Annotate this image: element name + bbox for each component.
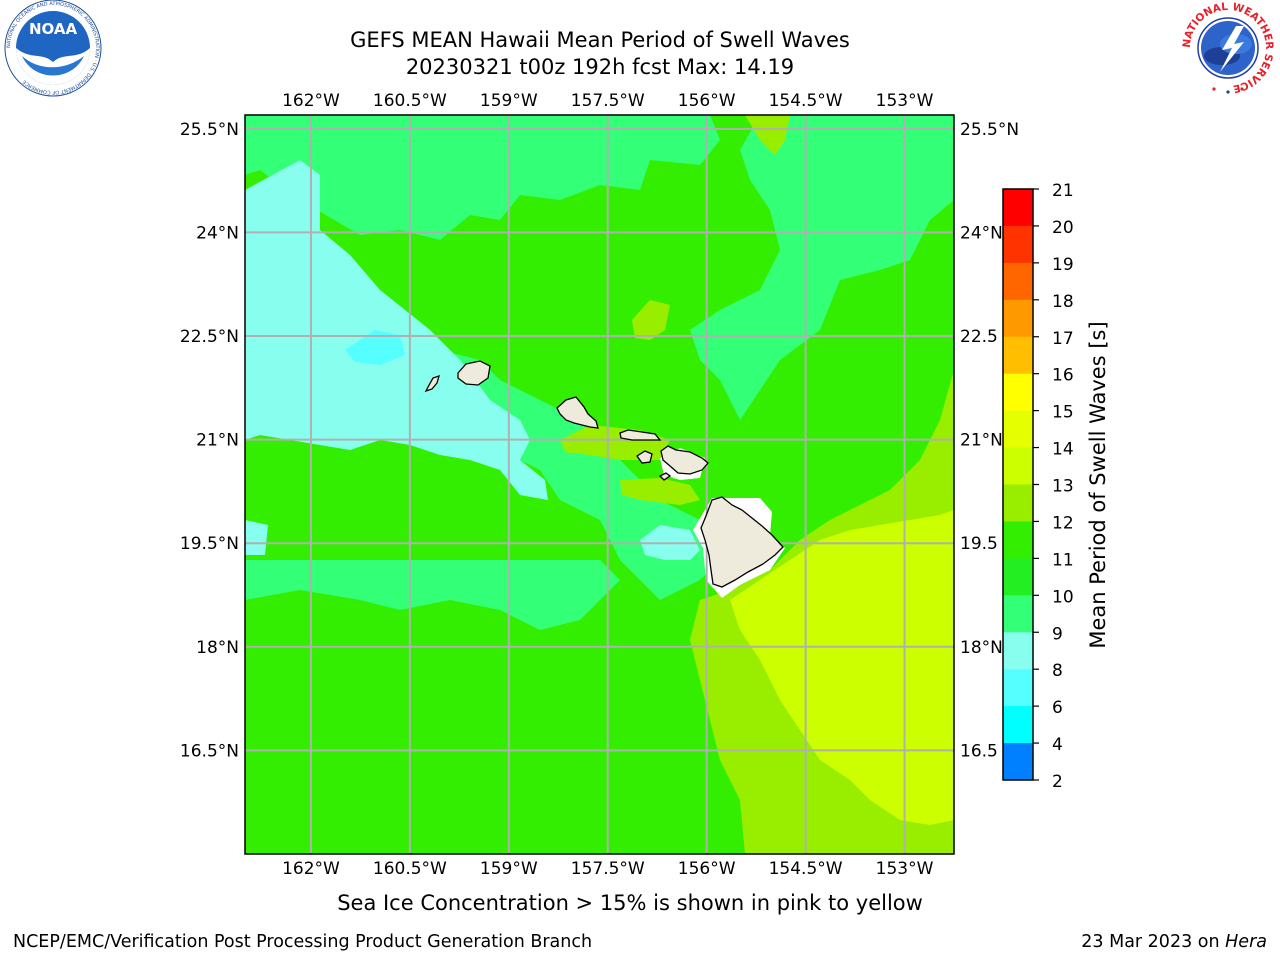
colorbar-segment [1003,632,1033,670]
field-12-13-south-of-maui [620,478,700,505]
lon-label-top: 160.5°W [373,91,447,111]
colorbar-segment [1003,558,1033,596]
colorbar-segment [1003,373,1033,412]
field-12-13-ne [745,115,790,155]
hawaiian-islands [424,360,784,588]
colorbar-tick-label: 20 [1052,218,1074,238]
lon-label-bottom: 159°W [480,859,538,879]
lat-label-right: 25.5°N [960,120,1019,140]
lon-label-top: 159°W [480,91,538,111]
chart-title-line2: 20230321 t00z 192h fcst Max: 14.19 [405,55,795,79]
lon-label-top: 162°W [282,91,340,111]
colorbar-tick-label: 14 [1052,440,1074,460]
chart-title-line1: GEFS MEAN Hawaii Mean Period of Swell Wa… [350,28,850,52]
lat-label-left: 19.5°N [180,534,239,554]
field-12-13-central [632,300,670,340]
noaa-logo-text: NOAA [29,20,78,38]
lon-label-bottom: 157.5°W [571,859,645,879]
lon-label-bottom: 160.5°W [373,859,447,879]
field-10-11-southwest [245,560,620,630]
colorbar-label: Mean Period of Swell Waves [s] [1086,321,1110,648]
colorbar-tick-label: 11 [1052,550,1074,570]
colorbar-segment [1003,262,1033,301]
colorbar-tick-label: 12 [1052,513,1074,533]
lon-label-bottom: 156°W [678,859,736,879]
colorbar-tick-label: 10 [1052,587,1074,607]
field-13-14-southeast [730,510,954,825]
colorbar: 21 20 19 18 17 16 15 14 13 12 11 10 9 8 6 4 2 [1002,181,1074,792]
noaa-logo: NOAA NATIONAL OCEANIC AND ATMOSPHERIC AD… [2,0,104,104]
colorbar-segment [1003,484,1033,522]
colorbar-segment [1003,595,1033,633]
colorbar-segment [1003,447,1033,485]
lat-label-left: 16.5°N [180,741,239,761]
footer-machine: Hera [1225,932,1267,952]
colorbar-segment [1003,706,1033,744]
field-8-9-patch [345,330,405,365]
colorbar-tick-label: 9 [1052,624,1063,644]
field-9-10-northwest [245,160,548,500]
lat-label-left: 24°N [196,223,239,243]
lon-label-bottom: 162°W [282,859,340,879]
island-hawaii [700,496,784,588]
lon-label-top: 154.5°W [769,91,843,111]
sea-ice-caption: Sea Ice Concentration > 15% is shown in … [337,891,923,915]
lat-label-left: 25.5°N [180,120,239,140]
colorbar-tick-label: 8 [1052,661,1063,681]
lon-label-top: 157.5°W [571,91,645,111]
map-gridlines [245,115,954,854]
lon-label-top: 153°W [876,91,934,111]
colorbar-tick-label: 17 [1052,329,1074,349]
colorbar-tick-label: 16 [1052,366,1074,386]
colorbar-tick-label: 21 [1052,181,1074,201]
lon-label-bottom: 154.5°W [769,859,843,879]
lat-label-left: 22.5°N [180,327,239,347]
lat-label-left: 21°N [196,431,239,451]
map-frame [244,114,955,855]
island-molokai [619,429,662,441]
colorbar-tick-label: 19 [1052,255,1074,275]
island-oahu [556,396,599,429]
footer-date-text: 23 Mar 2023 on [1081,932,1226,952]
field-10-11-east [690,115,954,420]
lat-label-right: 22.5 [960,327,998,347]
island-kauai [457,360,491,386]
lat-label-right: 24°N [960,223,1003,243]
axis-labels: 162°W 162°W 160.5°W 160.5°W 159°W 159°W 157.5°… [180,91,1019,879]
nws-logo: NATIONAL WEATHER SERVICE [1178,0,1278,104]
island-maui [660,445,709,475]
colorbar-tick-label: 13 [1052,477,1074,497]
colorbar-tick-label: 18 [1052,292,1074,312]
lat-label-right: 16.5 [960,741,998,761]
footer-branch: NCEP/EMC/Verification Post Processing Pr… [13,932,593,952]
island-kahoolawe [658,472,672,481]
colorbar-tick-label: 15 [1052,403,1074,423]
colorbar-segment [1003,189,1033,227]
island-lanai [636,450,653,464]
field-10-11-north [245,115,720,240]
colorbar-tick-label: 2 [1052,772,1063,792]
footer-date: 23 Mar 2023 on Hera [1081,932,1267,952]
colorbar-segment [1003,410,1033,449]
lat-label-left: 18°N [196,638,239,658]
lat-label-right: 18°N [960,638,1003,658]
colorbar-tick-label: 6 [1052,698,1063,718]
field-9-10-west-edge [245,520,268,555]
colorbar-segment [1003,299,1033,338]
lat-label-right: 19.5 [960,534,998,554]
lon-label-top: 156°W [678,91,736,111]
lat-label-right: 21°N [960,431,1003,451]
colorbar-segment [1003,521,1033,559]
colorbar-segment [1003,743,1033,781]
colorbar-segment [1003,669,1033,707]
island-niihau [424,374,440,393]
colorbar-segment [1003,225,1033,264]
colorbar-segment [1003,336,1033,375]
lon-label-bottom: 153°W [876,859,934,879]
colorbar-tick-label: 4 [1052,735,1063,755]
